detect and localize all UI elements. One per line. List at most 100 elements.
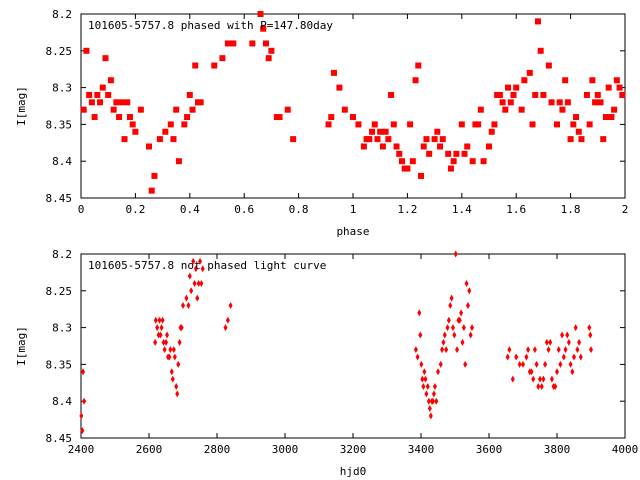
data-point: [169, 368, 174, 376]
data-point: [461, 324, 466, 332]
data-point: [94, 91, 101, 98]
data-point: [390, 121, 397, 128]
data-point: [532, 91, 539, 98]
data-point: [534, 360, 539, 368]
data-point: [415, 353, 420, 361]
data-point: [554, 121, 560, 128]
data-point: [602, 114, 609, 121]
data-point: [88, 99, 95, 106]
y-tick-label: 8.45: [46, 192, 73, 205]
data-point: [464, 279, 469, 287]
data-point: [382, 128, 389, 135]
data-point: [430, 397, 435, 405]
data-point: [170, 375, 175, 383]
phased-x-axis-label: phase: [336, 225, 369, 238]
data-point: [167, 121, 174, 128]
data-point: [186, 91, 193, 98]
data-point: [360, 143, 367, 150]
data-point: [564, 99, 571, 106]
data-point: [513, 84, 520, 91]
data-point: [228, 302, 233, 310]
data-point: [458, 121, 465, 128]
data-point: [556, 346, 561, 354]
data-point: [573, 114, 580, 121]
data-point: [470, 324, 474, 332]
data-point: [211, 62, 218, 69]
data-point: [572, 353, 576, 361]
data-point: [81, 368, 86, 376]
data-point: [198, 257, 202, 265]
data-point: [396, 150, 403, 157]
data-point: [420, 375, 425, 383]
data-point: [619, 91, 626, 98]
data-point: [566, 338, 571, 346]
data-point: [440, 346, 445, 354]
data-point: [184, 114, 191, 121]
data-point: [540, 91, 547, 98]
data-point: [545, 62, 552, 69]
data-point: [491, 121, 498, 128]
x-tick-label: 1.2: [397, 203, 417, 216]
data-point: [536, 382, 541, 390]
data-point: [445, 324, 450, 332]
data-point: [529, 121, 536, 128]
data-point: [428, 412, 433, 420]
data-point: [276, 114, 283, 121]
data-point: [80, 427, 85, 435]
x-tick-label: 3000: [272, 443, 299, 456]
data-point: [524, 353, 529, 361]
data-point: [448, 302, 453, 310]
x-tick-label: 0: [78, 203, 85, 216]
data-point: [189, 287, 194, 295]
data-point: [224, 40, 231, 47]
data-point: [199, 279, 204, 287]
data-point: [156, 136, 163, 143]
data-point: [568, 360, 573, 368]
y-tick-label: 8.3: [52, 322, 72, 335]
data-point: [505, 353, 510, 361]
data-point: [83, 47, 90, 54]
data-point: [82, 397, 87, 405]
data-point: [409, 158, 416, 165]
data-point: [192, 62, 199, 69]
data-point: [157, 316, 162, 324]
data-point: [434, 397, 439, 405]
data-point: [398, 158, 405, 165]
data-point: [507, 99, 514, 106]
data-point: [544, 338, 549, 346]
x-tick-label: 2600: [136, 443, 163, 456]
data-point: [514, 353, 519, 361]
data-point: [455, 346, 460, 354]
data-point: [418, 331, 423, 339]
data-point: [336, 84, 343, 91]
data-point: [97, 99, 104, 106]
data-point: [186, 302, 191, 310]
data-point: [421, 382, 426, 390]
data-point: [496, 91, 503, 98]
y-tick-label: 8.2: [52, 248, 72, 261]
unphased-chart-title: 101605-5757.8 not phased light curve: [88, 259, 326, 272]
data-point: [146, 143, 152, 150]
data-point: [453, 150, 460, 157]
data-point: [268, 47, 275, 54]
data-point: [510, 375, 515, 383]
data-point: [377, 128, 384, 135]
data-point: [423, 375, 428, 383]
data-point: [563, 346, 568, 354]
data-point: [260, 25, 267, 32]
data-point: [586, 121, 593, 128]
data-point: [460, 338, 465, 346]
x-tick-label: 2400: [68, 443, 95, 456]
data-point: [549, 375, 554, 383]
data-point: [155, 324, 160, 332]
data-point: [427, 405, 432, 413]
data-point: [174, 382, 179, 390]
data-point: [126, 114, 133, 121]
data-point: [442, 331, 447, 339]
data-point: [445, 150, 452, 157]
data-point: [488, 128, 495, 135]
data-point: [161, 338, 166, 346]
data-point: [486, 143, 492, 150]
x-tick-label: 0.4: [180, 203, 200, 216]
